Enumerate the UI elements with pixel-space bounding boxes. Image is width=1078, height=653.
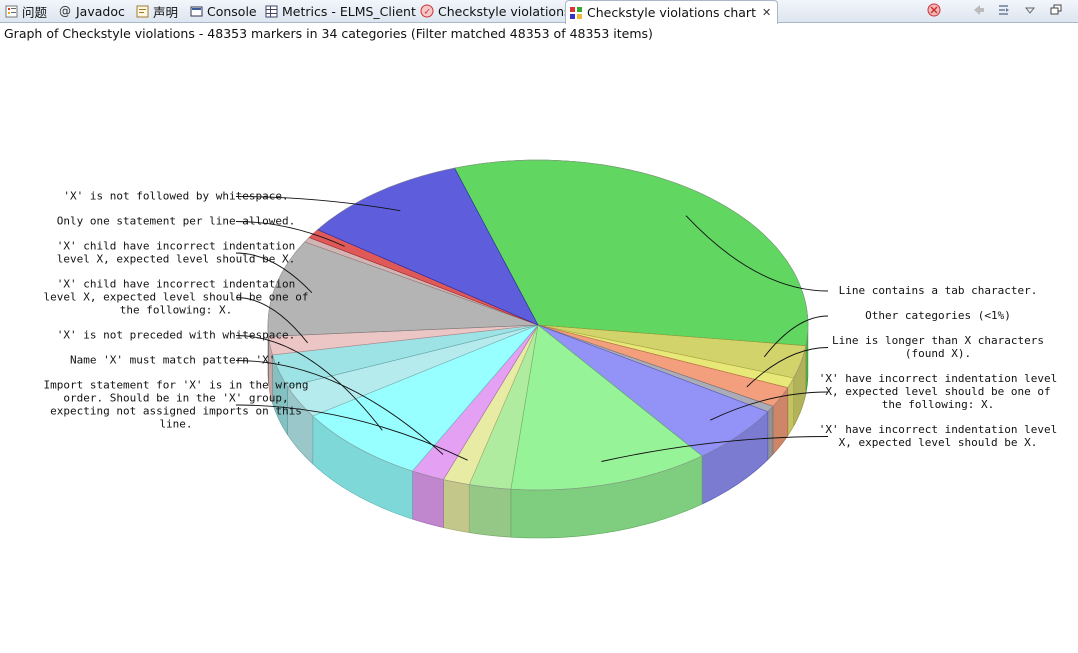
tab-checkstyle-violations[interactable]: ✓ Checkstyle violations [420,0,571,22]
slice-label: (found X). [905,347,971,360]
slice-label: Line contains a tab character. [839,284,1038,297]
leader-line [235,252,313,294]
tab-javadoc[interactable]: @ Javadoc [58,0,125,22]
slice-label: Import statement for 'X' is in the wrong [44,379,309,392]
tab-label: Javadoc [76,3,125,19]
leader-line [235,404,468,461]
collapse-icon[interactable] [996,2,1012,18]
slice-label: Other categories (<1%) [865,309,1011,322]
pie-chart: 'X' is not followed by whitespace. Only o… [0,46,1078,649]
at-icon: @ [59,4,71,18]
problems-icon [4,4,18,18]
slice-label: 'X' have incorrect indentation level [819,372,1057,385]
leader-line [235,360,444,455]
tab-checkstyle-violations-chart[interactable]: Checkstyle violations chart ✕ [565,0,779,24]
slice-label: X, expected level should be one of [825,385,1050,398]
tab-problems[interactable]: 问题 [4,0,47,22]
console-icon [189,4,203,18]
close-icon[interactable]: ✕ [761,6,772,19]
slice-label: line. [159,418,192,431]
slice-label: Name 'X' must match pattern 'X'. [70,354,282,367]
leader-line [235,196,401,212]
tab-label: Checkstyle violations [438,3,571,19]
declaration-icon [135,4,149,18]
svg-text:✓: ✓ [424,8,432,18]
view-tab-bar: 问题 @ Javadoc 声明 Console Metrics - ELMS_C… [0,0,1078,24]
chart-icon [569,6,583,20]
back-icon[interactable] [970,2,986,18]
pie-rim [267,159,809,491]
chart-summary: Graph of Checkstyle violations - 48353 m… [4,26,653,41]
tab-label: Metrics - ELMS_Client [282,3,416,19]
slice-label: 'X' is not followed by whitespace. [63,190,288,203]
slice-label: expecting not assigned imports on this [50,405,302,418]
view-toolbar [926,2,1064,18]
slice-label: 'X' child have incorrect indentation [57,240,295,253]
slice-label: Only one statement per line allowed. [57,215,295,228]
pie-slice-side [412,470,444,528]
clear-violations-icon[interactable] [926,2,942,18]
slice-label: the following: X. [882,398,995,411]
tab-label: 问题 [22,4,48,20]
leader-line [601,436,829,462]
leader-line [710,391,829,421]
slice-label: 'X' have incorrect indentation level [819,423,1057,436]
leader-line [685,215,829,292]
slice-label: order. Should be in the 'X' group, [63,392,288,405]
metrics-icon [264,4,278,18]
leader-line [235,221,345,247]
tab-label: Checkstyle violations chart [587,5,756,20]
pie-slice-side [468,484,512,538]
toolbar-separator [952,2,960,18]
tab-label: 声明 [153,4,179,20]
slice-label: the following: X. [120,304,233,317]
tab-declaration[interactable]: 声明 [135,0,178,22]
tab-metrics[interactable]: Metrics - ELMS_Client [264,0,416,22]
leader-line [235,335,383,431]
pie-slice-side [767,405,774,460]
pie-slice-side [443,479,470,534]
slice-label: X, expected level should be X. [839,436,1038,449]
slice-label: Line is longer than X characters [832,334,1044,347]
view-menu-icon[interactable] [1022,2,1038,18]
slice-label: 'X' is not preceded with whitespace. [57,329,295,342]
leader-line [746,347,829,388]
leader-line [763,315,829,358]
slice-label: level X, expected level should be X. [57,253,295,266]
pie-chart-svg: 'X' is not followed by whitespace. Only o… [44,159,1057,539]
tab-console[interactable]: Console [189,0,257,22]
minimize-icon[interactable] [1048,2,1064,18]
tab-label: Console [207,3,257,19]
checkstyle-icon: ✓ [420,4,434,18]
slice-label: 'X' child have incorrect indentation [57,278,295,291]
leader-line [235,297,308,344]
slice-label: level X, expected level should be one of [44,291,309,304]
